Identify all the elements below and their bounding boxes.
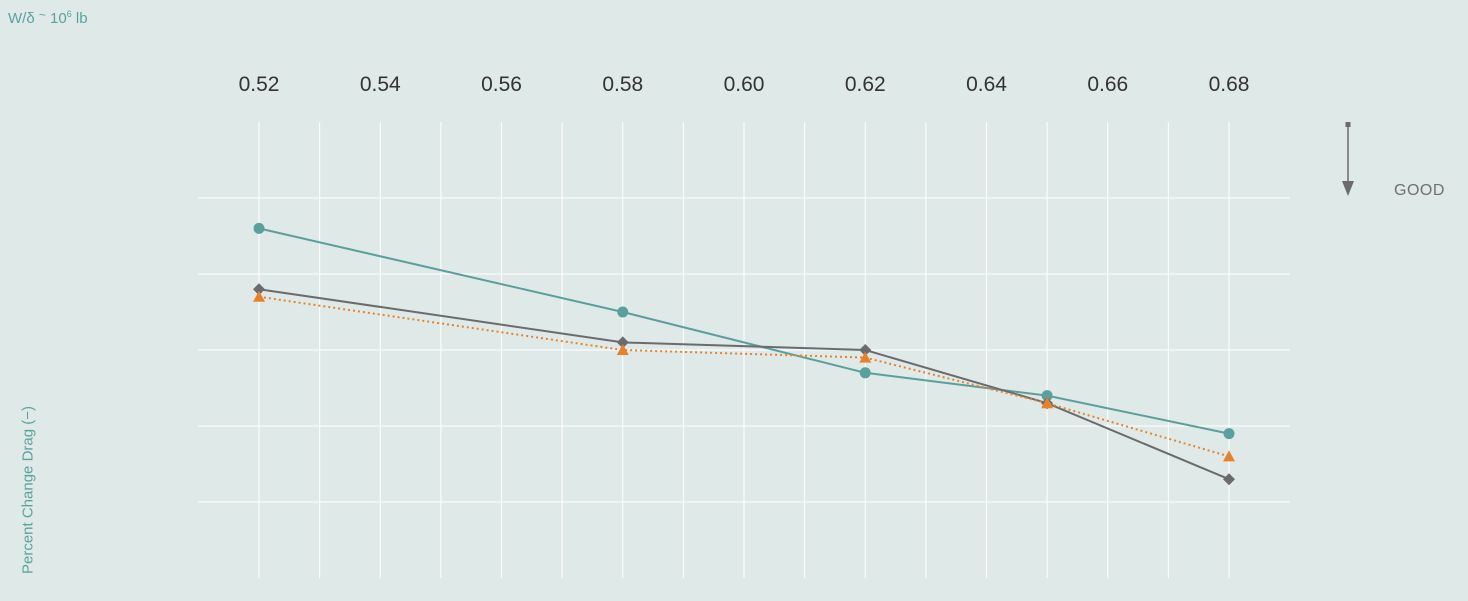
unit-tilde: ~: [38, 8, 46, 22]
data-point-triangle: [253, 290, 265, 302]
data-point-diamond: [253, 283, 265, 296]
data-point-diamond: [616, 336, 629, 349]
x-tick-labels: 0.52 0.54 0.56 0.58 0.60 0.62 0.64 0.66 0.68: [239, 73, 1250, 96]
x-tick-label: 0.56: [481, 73, 522, 96]
x-tick-label: 0.60: [724, 73, 765, 96]
series-2: [253, 283, 1235, 486]
data-point-triangle: [1223, 450, 1235, 462]
data-point-circle: [253, 222, 265, 234]
data-point-diamond: [859, 344, 872, 356]
series-1: [253, 222, 1235, 440]
series-3: [253, 290, 1235, 462]
data-point-circle: [617, 306, 629, 318]
x-tick-label: 0.68: [1209, 73, 1250, 96]
data-point-triangle: [1041, 397, 1054, 409]
data-point-triangle: [859, 351, 872, 363]
x-tick-label: 0.64: [966, 73, 1007, 96]
good-direction-label: GOOD: [1394, 182, 1445, 199]
grid: [198, 122, 1290, 578]
down-arrow-icon: [1342, 122, 1354, 196]
unit-exponent: 6: [66, 9, 72, 19]
x-axis-unit-label: W/δ ~ 106 lb: [8, 8, 88, 27]
data-point-circle: [1041, 390, 1053, 402]
data-point-circle: [1223, 428, 1235, 440]
x-tick-label: 0.52: [239, 73, 280, 96]
data-point-triangle: [616, 344, 629, 355]
data-point-diamond: [1223, 473, 1235, 486]
unit-suffix: lb: [75, 10, 88, 27]
x-tick-label: 0.62: [845, 73, 886, 96]
x-tick-label: 0.58: [602, 73, 643, 96]
x-tick-label: 0.66: [1087, 73, 1128, 96]
series-group: [253, 222, 1235, 486]
data-point-circle: [859, 367, 871, 379]
unit-base: 10: [50, 10, 67, 27]
unit-prefix: W/δ: [8, 10, 35, 27]
x-tick-label: 0.54: [360, 73, 401, 96]
